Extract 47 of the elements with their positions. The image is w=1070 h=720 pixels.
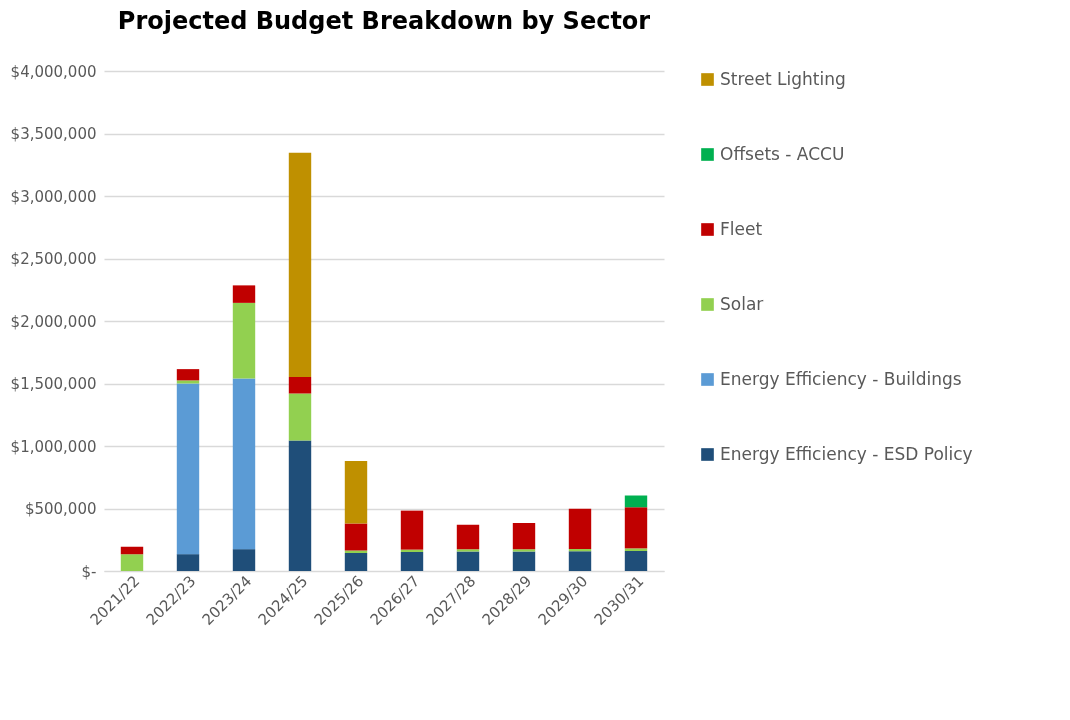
bar [232, 549, 256, 571]
bar [232, 378, 256, 550]
legend-label: Fleet [720, 218, 763, 239]
bar [512, 523, 536, 550]
bar [344, 552, 368, 571]
legend-label: Offsets - ACCU [720, 143, 845, 164]
y-tick-label: $1,000,000 [10, 437, 97, 456]
y-tick-label: $3,000,000 [10, 187, 97, 206]
bar [512, 549, 536, 552]
bar [288, 377, 312, 394]
y-tick-label: $2,000,000 [10, 312, 97, 331]
bar [176, 554, 200, 571]
y-tick-label: $2,500,000 [10, 250, 97, 268]
bar [176, 383, 200, 555]
bar [456, 551, 480, 571]
bar [512, 551, 536, 571]
bar [176, 380, 200, 384]
legend-label: Energy Efficiency - Buildings [720, 368, 962, 389]
chart-title: Projected Budget Breakdown by Sector [117, 7, 651, 35]
bar [120, 546, 144, 555]
legend-label: Street Lighting [720, 68, 846, 89]
bar [624, 548, 648, 551]
bar [288, 393, 312, 441]
legend-label: Solar [720, 293, 764, 314]
bar [456, 524, 480, 550]
bar [232, 302, 256, 379]
bar [568, 508, 592, 549]
bar [176, 369, 200, 381]
bar [568, 551, 592, 571]
bar [288, 152, 312, 377]
bar [344, 523, 368, 551]
bar [232, 285, 256, 303]
bar [624, 507, 648, 549]
legend-label: Energy Efficiency - ESD Policy [720, 443, 973, 464]
y-tick-label: $1,500,000 [10, 375, 97, 393]
bar [624, 495, 648, 508]
y-tick-label: $4,000,000 [10, 62, 97, 81]
bar [624, 551, 648, 571]
bar [288, 440, 312, 571]
y-tick-label: $500,000 [24, 500, 97, 518]
y-tick-label: $3,500,000 [10, 125, 97, 143]
bar [400, 552, 424, 571]
bar [120, 554, 144, 571]
bar [344, 550, 368, 553]
bar [400, 510, 424, 550]
bar [456, 549, 480, 552]
bar [344, 461, 368, 524]
